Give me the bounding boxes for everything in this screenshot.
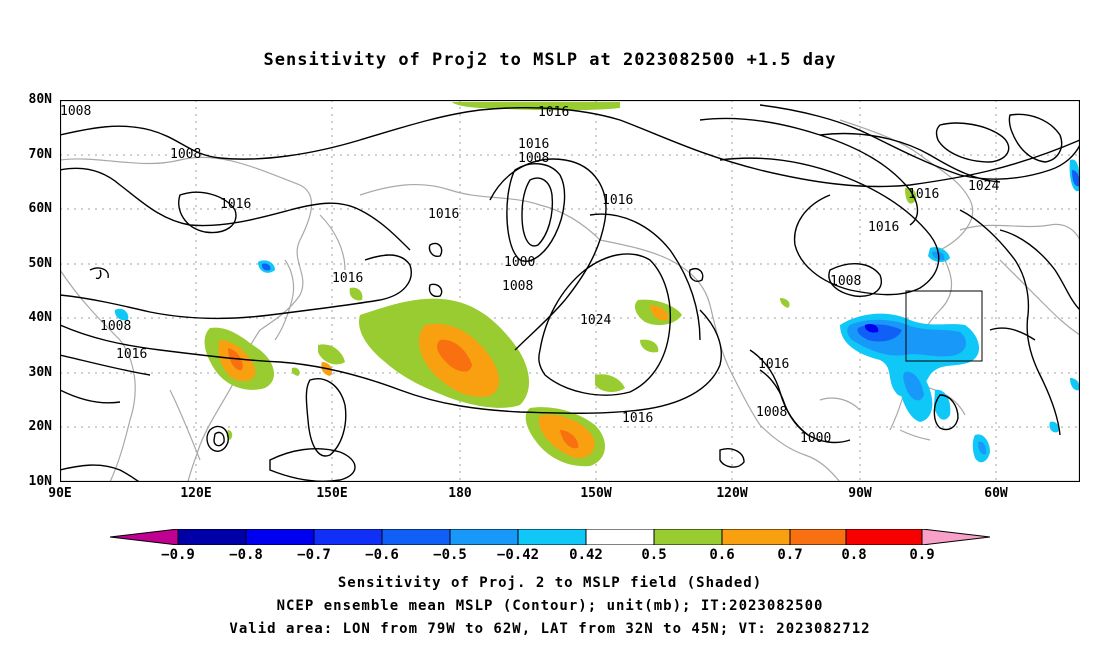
footer-line-1: Sensitivity of Proj. 2 to MSLP field (Sh…	[337, 575, 763, 591]
contour-label: 1008	[170, 147, 201, 162]
colorbar-bin	[381, 529, 451, 545]
map-panel: 1008 1008 1016 1016 1016 1016 1016 1008 …	[60, 100, 1080, 482]
contour-label: 1016	[220, 197, 251, 212]
colorbar-bin	[449, 529, 519, 545]
contour-label: 1008	[60, 104, 91, 119]
colorbar-label: −0.6	[365, 547, 399, 563]
contour-label: 1008	[502, 279, 533, 294]
footer-line-3: Valid area: LON from 79W to 62W, LAT fro…	[229, 621, 871, 637]
contour-label: 1016	[622, 411, 653, 426]
colorbar-bin	[517, 529, 587, 545]
colorbar-bin	[653, 529, 723, 545]
contour-label: 1016	[428, 207, 459, 222]
colorbar-bin	[313, 529, 383, 545]
colorbar-label: −0.7	[297, 547, 331, 563]
lon-label-90e: 90E	[48, 486, 72, 501]
contour-label: 1008	[756, 405, 787, 420]
contour-label: 1016	[332, 271, 363, 286]
colorbar-bin	[585, 529, 655, 545]
valid-area-box	[905, 290, 983, 362]
colorbar-bin	[245, 529, 315, 545]
contour-label: 1016	[908, 187, 939, 202]
contour-label: 1016	[758, 357, 789, 372]
colorbar-label: 0.9	[909, 547, 935, 563]
lon-label-120e: 120E	[180, 486, 212, 501]
colorbar-label: −0.42	[496, 547, 540, 563]
lat-label-30n: 30N	[28, 365, 52, 380]
colorbar-bins	[177, 529, 923, 545]
colorbar-label: −0.9	[161, 547, 195, 563]
lon-label-180: 180	[448, 486, 472, 501]
map-border	[60, 100, 1080, 482]
mslp-contours	[60, 104, 1080, 482]
lon-label-60w: 60W	[984, 486, 1008, 501]
colorbar-min-triangle	[110, 529, 179, 545]
lon-label-150e: 150E	[316, 486, 348, 501]
lon-label-120w: 120W	[716, 486, 748, 501]
colorbar-label: 0.5	[641, 547, 667, 563]
lat-label-80n: 80N	[28, 92, 52, 107]
lat-label-10n: 10N	[28, 474, 52, 489]
colorbar-bin	[845, 529, 923, 545]
lat-label-40n: 40N	[28, 310, 52, 325]
sensitivity-shading	[114, 102, 1080, 467]
colorbar-max-triangle	[921, 529, 990, 545]
map-title: Sensitivity of Proj2 to MSLP at 20230825…	[263, 50, 837, 70]
contour-label: 1000	[504, 255, 535, 270]
lat-label-60n: 60N	[28, 201, 52, 216]
colorbar-label: 0.8	[841, 547, 867, 563]
contour-label: 1016	[518, 137, 549, 152]
contour-label: 1016	[538, 105, 569, 120]
contour-label: 1016	[602, 193, 633, 208]
contour-label: 1016	[868, 220, 899, 235]
lon-label-90w: 90W	[848, 486, 872, 501]
contour-label: 1000	[800, 431, 831, 446]
contour-label: 1008	[518, 151, 549, 166]
colorbar-label: −0.5	[433, 547, 467, 563]
colorbar-label: −0.8	[229, 547, 263, 563]
contour-label: 1016	[116, 347, 147, 362]
lat-label-20n: 20N	[28, 419, 52, 434]
colorbar-bin	[177, 529, 247, 545]
colorbar-bin	[721, 529, 791, 545]
footer-line-2: NCEP ensemble mean MSLP (Contour); unit(…	[276, 598, 824, 614]
colorbar	[110, 529, 990, 545]
lat-label-50n: 50N	[28, 256, 52, 271]
contour-labels: 1008 1008 1016 1016 1016 1016 1016 1008 …	[60, 104, 999, 446]
colorbar-label: 0.7	[777, 547, 803, 563]
lon-label-150w: 150W	[580, 486, 612, 501]
colorbar-label: 0.6	[709, 547, 735, 563]
contour-label: 1008	[100, 319, 131, 334]
lat-label-70n: 70N	[28, 147, 52, 162]
contour-label: 1024	[968, 179, 999, 194]
contour-label: 1024	[580, 313, 611, 328]
contour-label: 1008	[830, 274, 861, 289]
colorbar-label: 0.42	[569, 547, 603, 563]
